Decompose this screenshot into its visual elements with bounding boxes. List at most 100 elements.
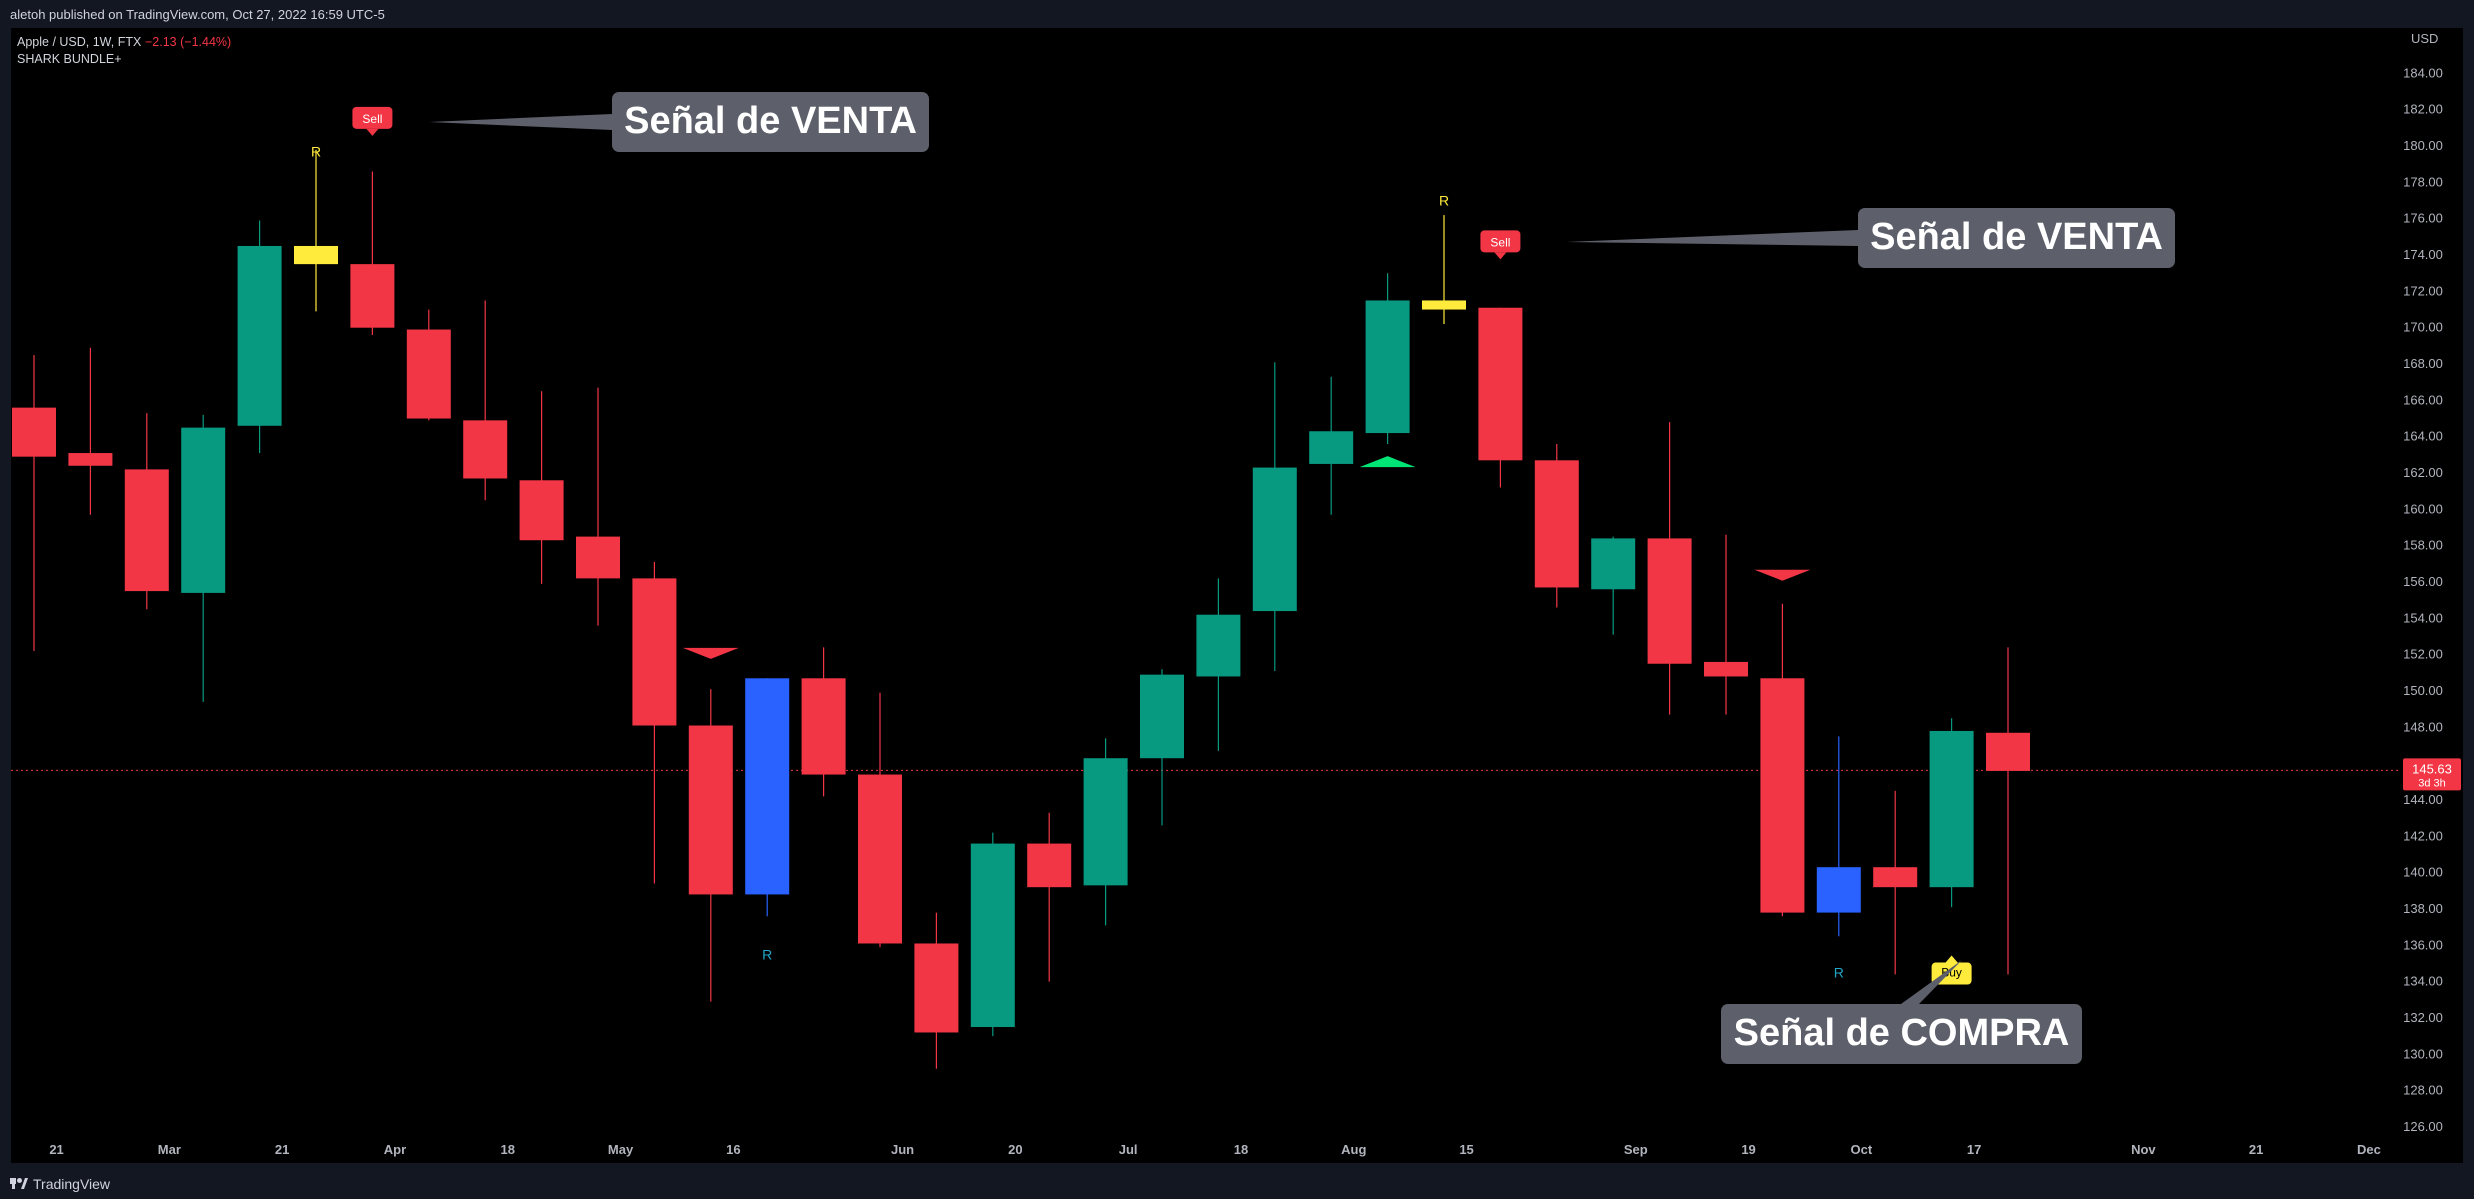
candle-body [632,578,677,726]
candle-body [294,245,338,265]
candle [1873,790,1918,975]
annotation-pointer [1901,960,1962,1004]
price-tick-label: 180.00 [2403,138,2443,153]
price-tick-label: 144.00 [2403,792,2443,807]
annotations[interactable]: Señal de VENTA Señal de VENTA Señal de COM… [429,92,2175,1064]
time-tick-label: 21 [275,1142,289,1157]
candle-body [350,264,395,328]
candle [1365,273,1410,444]
candle-body [1816,867,1861,913]
candle [801,647,846,797]
current-price-label: 145.63 [2412,761,2452,776]
price-tick-label: 140.00 [2403,865,2443,880]
signal-markers: R R R R Sell Sell Buy [311,106,1972,985]
chart-frame[interactable]: R R R R Sell Sell Buy Señal de VENTA Señal de V… [11,28,2463,1163]
currency-label: USD [2411,31,2438,46]
candle-body [406,329,451,419]
badge-pointer [366,128,379,136]
annotation-text: Señal de COMPRA [1734,1012,2070,1054]
candle [12,354,56,652]
time-tick-label: 16 [726,1142,740,1157]
time-tick-label: 18 [501,1142,515,1157]
reversal-marker: R [311,144,321,160]
price-tick-label: 154.00 [2403,610,2443,625]
badge-box [352,106,393,129]
legend-symbol[interactable]: Apple / USD, 1W, FTX [17,35,142,49]
candle-body [519,480,564,541]
candle [745,678,790,917]
sell-annotation[interactable]: Señal de VENTA [429,92,929,152]
candle [1140,669,1184,826]
candle-body [1478,307,1523,461]
candle [181,414,226,702]
candle-body [858,774,902,944]
annotation-text: Señal de VENTA [1870,216,2163,258]
candle [1534,443,1579,608]
time-axis[interactable]: 21 Mar 21 Apr 18 May 16 Jun 20 Jul 18 Aug 15 Sep 19 Oct… [49,1142,2381,1157]
price-tick-label: 178.00 [2403,174,2443,189]
time-tick-label: Jun [891,1142,914,1157]
candle [914,912,959,1069]
time-tick-label: 15 [1459,1142,1473,1157]
legend-indicator[interactable]: SHARK BUNDLE+ [17,52,122,66]
candle-body [1140,674,1184,759]
price-tick-label: 176.00 [2403,211,2443,226]
candle [1478,307,1523,488]
candle-body [237,245,282,426]
candle-body [688,725,733,895]
candle [632,562,677,884]
candle-body [576,536,620,579]
candle-body [970,843,1015,1028]
tradingview-logo-icon [10,1178,28,1189]
price-tick-label: 126.00 [2403,1119,2443,1134]
candle [858,692,902,948]
candle [1422,215,1466,325]
candle-body [124,469,169,592]
legend-change: −2.13 (−1.44%) [145,35,231,49]
annotation-pointer [429,114,612,130]
footer-logo[interactable]: TradingView [0,1168,200,1199]
buy-annotation[interactable]: Señal de COMPRA [1721,960,2082,1064]
candle-body [1196,614,1241,677]
annotation-text: Señal de VENTA [624,100,917,142]
badge-pointer [1494,252,1507,260]
candle-body [1929,730,1974,888]
candle-body [1873,867,1918,888]
sell-triangle-marker [1754,569,1811,581]
annotation-box [612,92,929,152]
buy-triangle-marker [1359,456,1416,468]
reversal-marker: R [762,946,772,962]
candle [1252,362,1297,672]
candle [1647,422,1692,715]
price-tick-label: 128.00 [2403,1083,2443,1098]
price-tick-label: 130.00 [2403,1046,2443,1061]
price-tick-label: 172.00 [2403,283,2443,298]
time-tick-label: Dec [2357,1142,2381,1157]
time-tick-label: Nov [2131,1142,2156,1157]
time-tick-label: Mar [158,1142,181,1157]
sell-annotation[interactable]: Señal de VENTA [1566,208,2175,268]
candle-body [1422,300,1466,310]
candle-body [801,678,846,775]
badge-label: Buy [1941,966,1962,980]
candle [1309,376,1354,515]
candle-body [1591,538,1636,590]
candle-body [1083,758,1128,886]
time-tick-label: May [608,1142,634,1157]
time-tick-label: Jul [1119,1142,1138,1157]
publish-bar: aletoh published on TradingView.com, Oct… [0,0,2474,28]
price-axis[interactable]: 126.00 128.00 130.00 132.00 134.00 136.00 138.… [2403,65,2443,1134]
candle [519,391,564,584]
sell-signal-badge: Sell [352,106,393,136]
publish-info: aletoh published on TradingView.com, Oct… [10,7,385,22]
price-tick-label: 168.00 [2403,356,2443,371]
candle-body [745,678,790,895]
candle [1591,536,1636,635]
time-tick-label: Sep [1624,1142,1648,1157]
price-tick-label: 164.00 [2403,429,2443,444]
price-tick-label: 142.00 [2403,828,2443,843]
candle-body [68,453,113,466]
badge-label: Sell [362,112,382,126]
price-tick-label: 158.00 [2403,538,2443,553]
